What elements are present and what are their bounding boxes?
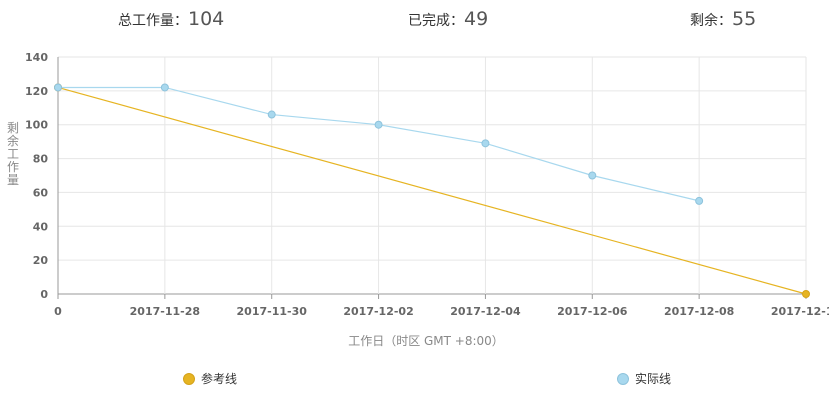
total-workload-label: 总工作量: [118, 13, 174, 29]
y-tick-label: 140: [25, 51, 48, 64]
x-tick-label: 2017-12-02: [343, 305, 413, 318]
data-point: [54, 83, 62, 92]
x-tick-label: 2017-11-28: [130, 305, 200, 318]
x-tick-label: 2017-12-08: [664, 305, 734, 318]
x-tick-label: 0: [54, 305, 62, 318]
data-point: [588, 171, 597, 180]
legend-label-actual: 实际线: [635, 372, 672, 386]
burndown-chart: 0 20 40 60 80 100 120 140 0 2017-11-28 2017-11-30 2…: [7, 51, 829, 348]
y-axis-title: 剩余工作量: [7, 121, 19, 187]
completed-value: 49: [464, 8, 489, 30]
total-workload-value: 104: [188, 8, 225, 30]
total-separator: ：: [174, 13, 188, 29]
x-tick-label: 2017-12-10: [771, 305, 829, 318]
data-point: [374, 120, 383, 129]
x-tick-label: 2017-11-30: [237, 305, 308, 318]
remaining-value: 55: [732, 8, 757, 30]
x-tick-label: 2017-12-04: [450, 305, 521, 318]
y-tick-label: 100: [25, 119, 48, 132]
y-tick-label: 20: [33, 254, 49, 267]
data-point: [695, 196, 704, 205]
legend-item-actual[interactable]: 实际线: [617, 370, 671, 387]
data-point: [481, 139, 490, 148]
legend-swatch-reference: [183, 372, 195, 385]
x-axis-title: 工作日（时区 GMT +8:00）: [348, 334, 504, 348]
x-tick-label: 2017-12-06: [557, 305, 628, 318]
data-point: [267, 110, 276, 119]
y-tick-label: 120: [25, 85, 48, 98]
y-tick-label: 40: [33, 220, 49, 233]
legend-item-reference[interactable]: 参考线: [183, 370, 237, 387]
remaining-separator: ：: [718, 13, 732, 29]
completed-separator: ：: [450, 13, 464, 29]
legend-swatch-actual: [617, 372, 629, 385]
data-point: [802, 290, 810, 298]
legend-label-reference: 参考线: [201, 372, 238, 386]
y-tick-label: 80: [33, 153, 49, 166]
y-tick-label: 60: [33, 186, 49, 199]
summary-bar: 总工作量：104 已完成：49 剩余：55: [0, 8, 829, 38]
series-line-0: [57, 86, 807, 295]
remaining-workload: 剩余：55: [690, 8, 756, 30]
y-tick-label: 0: [40, 288, 48, 301]
remaining-label: 剩余: [690, 13, 718, 29]
completed-workload: 已完成：49: [408, 8, 488, 30]
total-workload: 总工作量：104: [118, 8, 224, 30]
completed-label: 已完成: [408, 13, 450, 29]
data-point: [160, 83, 169, 92]
